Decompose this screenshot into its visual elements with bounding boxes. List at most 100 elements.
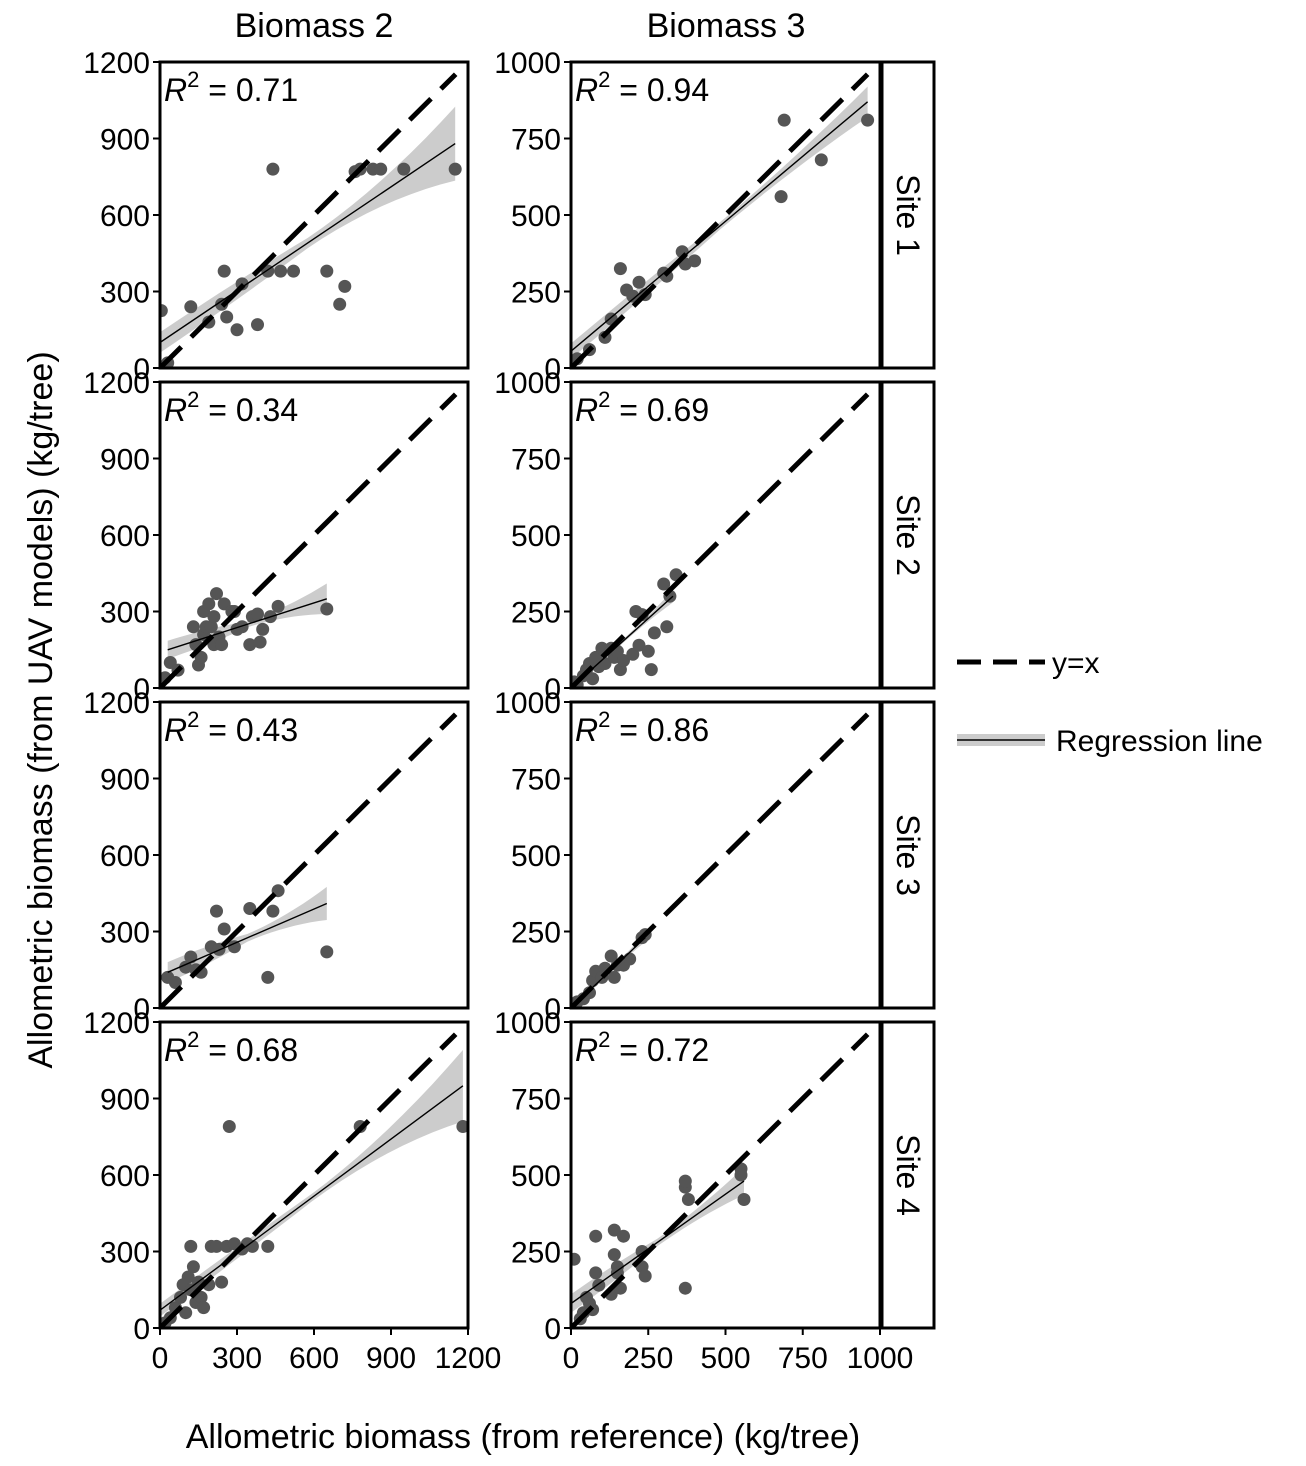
data-point xyxy=(215,638,229,652)
strip-label: Site 2 xyxy=(890,494,926,576)
data-point xyxy=(737,1193,751,1206)
data-point xyxy=(613,262,627,276)
data-point xyxy=(338,279,352,293)
panel-plot-area xyxy=(160,1032,468,1328)
panel-plot-area xyxy=(160,392,458,688)
strip-label: Site 1 xyxy=(890,174,926,256)
data-point xyxy=(235,620,249,634)
identity-line xyxy=(571,72,870,368)
x-tick-label: 600 xyxy=(289,1342,339,1375)
y-tick-label: 600 xyxy=(100,840,150,873)
data-point xyxy=(179,960,193,974)
data-point xyxy=(320,602,334,616)
data-point xyxy=(261,970,275,984)
y-tick-label: 600 xyxy=(100,1160,150,1193)
x-tick-label: 1200 xyxy=(435,1342,502,1375)
data-point xyxy=(210,1239,223,1253)
row-strips: Site 1 Site 2 Site 3 Site 4 xyxy=(880,60,936,1330)
data-point xyxy=(261,1239,275,1253)
strip-site-3: Site 3 xyxy=(880,700,936,1010)
y-tick-label: 1200 xyxy=(83,367,150,400)
data-point xyxy=(320,945,334,959)
x-tick-label: 300 xyxy=(212,1342,262,1375)
y-tick-label: 300 xyxy=(100,277,150,310)
y-tick-label: 750 xyxy=(511,764,561,797)
data-point xyxy=(641,644,655,658)
regression-line xyxy=(571,1180,745,1305)
data-point xyxy=(688,254,702,268)
identity-line xyxy=(571,392,870,688)
y-tick-label: 1000 xyxy=(494,47,561,80)
panel-plot-area xyxy=(571,72,875,368)
panels: R2 = 0.71 R2 = 0.94 R2 = 0.34 R2 = 0.69 R2 =… xyxy=(153,60,882,1335)
panel-plot-area xyxy=(571,392,870,688)
data-point xyxy=(274,264,288,278)
data-point xyxy=(243,638,257,652)
data-point xyxy=(210,904,223,918)
data-point xyxy=(626,647,640,661)
panel-biomass-2-site-2: R2 = 0.34 xyxy=(153,380,470,690)
x-axis-title: Allometric biomass (from reference) (kg/… xyxy=(186,1418,861,1456)
data-point xyxy=(861,113,875,127)
data-point xyxy=(571,1252,581,1266)
y-tick-label: 300 xyxy=(100,1237,150,1270)
data-point xyxy=(617,1229,630,1243)
data-point xyxy=(184,300,198,314)
y-tick-label: 750 xyxy=(511,124,561,157)
data-point xyxy=(607,1223,621,1237)
data-point xyxy=(626,289,640,303)
y-tick-label: 1000 xyxy=(494,687,561,720)
y-tick-label: 500 xyxy=(511,840,561,873)
strip-site-1: Site 1 xyxy=(880,60,936,370)
column-header-biomass-2: Biomass 2 xyxy=(235,7,394,45)
r-squared-label: R2 = 0.34 xyxy=(164,387,298,428)
data-point xyxy=(245,1239,259,1253)
data-point xyxy=(184,1239,198,1253)
y-tick-label: 1000 xyxy=(494,367,561,400)
data-point xyxy=(204,620,218,634)
data-point xyxy=(186,1260,200,1274)
data-point xyxy=(256,622,270,636)
y-tick-label: 0 xyxy=(544,673,561,706)
identity-line xyxy=(160,72,458,368)
x-tick-label: 250 xyxy=(623,1342,673,1375)
data-point xyxy=(397,162,411,176)
regression-line xyxy=(167,598,328,651)
y-tick-label: 1200 xyxy=(83,47,150,80)
data-point xyxy=(210,587,223,601)
panel-plot-area xyxy=(571,712,870,1008)
legend-yx-label: y=x xyxy=(1052,647,1100,680)
y-tick-label: 0 xyxy=(133,1313,150,1346)
data-point xyxy=(215,1275,229,1289)
y-tick-label: 300 xyxy=(100,917,150,950)
data-point xyxy=(222,1120,236,1133)
y-tick-label: 250 xyxy=(511,597,561,630)
regression-line xyxy=(571,595,674,688)
data-point xyxy=(197,1301,211,1315)
data-point xyxy=(644,663,658,677)
data-point xyxy=(623,952,637,966)
data-point xyxy=(202,597,216,611)
r-squared-label: R2 = 0.72 xyxy=(575,1027,709,1068)
y-tick-label: 500 xyxy=(511,1160,561,1193)
panel-biomass-2-site-1: R2 = 0.71 xyxy=(153,60,470,370)
data-point xyxy=(251,607,264,621)
data-point xyxy=(607,970,621,984)
data-point xyxy=(374,162,388,176)
r-squared-label: R2 = 0.86 xyxy=(575,707,709,748)
data-point xyxy=(220,310,234,324)
panel-biomass-3-site-1: R2 = 0.94 xyxy=(564,60,882,370)
x-tick-label: 900 xyxy=(366,1342,416,1375)
y-tick-label: 0 xyxy=(544,353,561,386)
y-tick-label: 600 xyxy=(100,520,150,553)
y-tick-label: 600 xyxy=(100,200,150,233)
data-point xyxy=(657,577,671,591)
panel-biomass-3-site-4: R2 = 0.72 xyxy=(564,1020,882,1335)
data-point xyxy=(814,153,828,167)
y-tick-label: 1200 xyxy=(83,687,150,720)
strip-box xyxy=(880,60,936,370)
x-tick-label: 0 xyxy=(152,1342,169,1375)
strip-label: Site 4 xyxy=(890,1134,926,1216)
panel-biomass-2-site-3: R2 = 0.43 xyxy=(153,700,470,1010)
